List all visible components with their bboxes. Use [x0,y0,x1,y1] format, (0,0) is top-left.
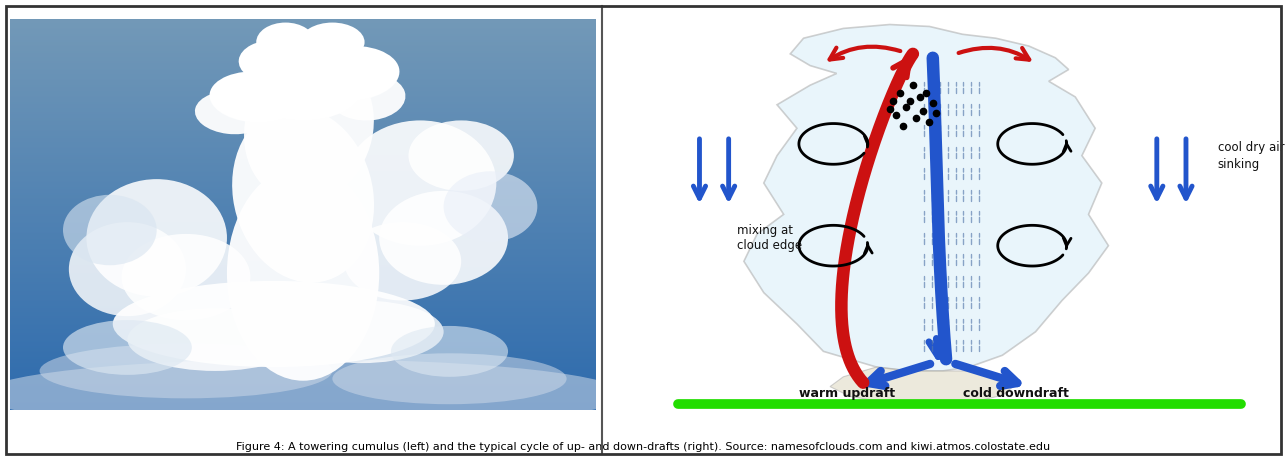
Ellipse shape [210,71,302,123]
Text: cool dry air
sinking: cool dry air sinking [1218,141,1284,171]
Ellipse shape [444,171,538,242]
Ellipse shape [86,179,227,296]
Ellipse shape [194,91,270,134]
Ellipse shape [63,195,157,265]
Text: cold downdraft: cold downdraft [963,387,1068,400]
Text: Figure 4: A towering cumulus (left) and the typical cycle of up- and down-drafts: Figure 4: A towering cumulus (left) and … [237,442,1050,452]
Ellipse shape [408,120,514,191]
Ellipse shape [300,22,364,62]
Ellipse shape [127,308,302,371]
Ellipse shape [113,281,435,367]
Text: mixing at
cloud edge: mixing at cloud edge [737,224,802,252]
Ellipse shape [380,191,508,285]
Ellipse shape [238,40,309,83]
Ellipse shape [344,120,497,246]
Ellipse shape [256,22,315,62]
Ellipse shape [40,343,332,398]
Ellipse shape [300,46,399,101]
Ellipse shape [121,234,251,320]
Ellipse shape [227,165,380,381]
Ellipse shape [232,107,375,282]
Ellipse shape [279,30,362,77]
Ellipse shape [279,301,444,363]
Ellipse shape [0,359,625,430]
Ellipse shape [69,222,187,316]
Polygon shape [830,367,1015,405]
Ellipse shape [391,326,508,377]
Text: warm updraft: warm updraft [798,387,894,400]
Ellipse shape [63,320,192,375]
Ellipse shape [344,222,461,301]
Ellipse shape [245,54,373,202]
Ellipse shape [329,73,405,121]
Ellipse shape [245,58,362,120]
Polygon shape [744,25,1108,371]
Ellipse shape [332,353,566,404]
